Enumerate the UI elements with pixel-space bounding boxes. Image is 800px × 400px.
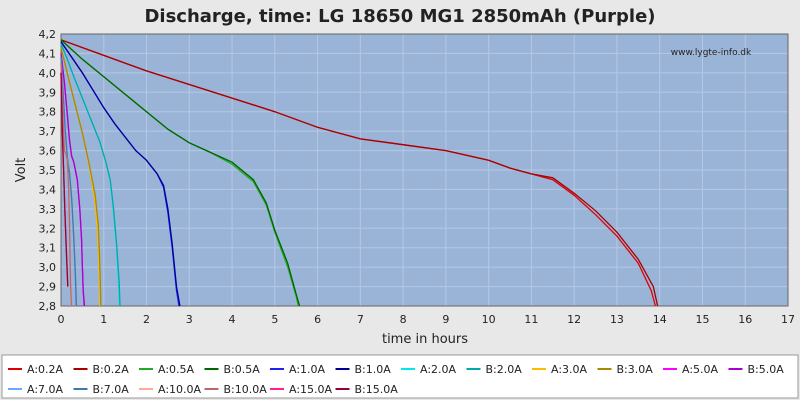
- x-tick-labels: 0 1 2 3 4 5 6 7 8 9 10 11 12 13 14 15 16 17: [58, 313, 796, 326]
- y-tick-label: 4,1: [39, 47, 57, 60]
- plot-frame: [60, 33, 789, 307]
- series-line-B:3.0A: [60, 47, 102, 307]
- x-tick-label: 15: [695, 313, 709, 326]
- legend-label: A:15.0A: [289, 383, 333, 396]
- y-tick-label: 2,8: [39, 300, 57, 313]
- x-axis-label: time in hours: [382, 332, 468, 347]
- x-tick-label: 3: [186, 313, 193, 326]
- y-tick-label: 3,8: [39, 106, 57, 119]
- x-tick-label: 14: [653, 313, 667, 326]
- series-line-B:5.0A: [60, 53, 86, 307]
- legend-label: B:3.0A: [617, 363, 654, 376]
- legend-label: B:1.0A: [355, 363, 392, 376]
- x-tick-label: 10: [482, 313, 496, 326]
- legend-label: B:7.0A: [93, 383, 130, 396]
- series-line-B:1.0A: [60, 41, 181, 307]
- x-tick-label: 16: [738, 313, 752, 326]
- y-tick-label: 3,2: [39, 222, 57, 235]
- legend-label: A:7.0A: [27, 383, 64, 396]
- y-tick-label: 4,2: [39, 28, 57, 41]
- y-tick-label: 3,1: [39, 242, 57, 255]
- series-line-B:2.0A: [60, 43, 121, 307]
- series-line-B:15.0A: [60, 72, 69, 287]
- x-tick-label: 11: [524, 313, 538, 326]
- chart-title: Discharge, time: LG 18650 MG1 2850mAh (P…: [144, 6, 655, 27]
- x-tick-label: 9: [442, 313, 449, 326]
- x-tick-label: 8: [400, 313, 407, 326]
- legend-label: B:0.2A: [93, 363, 130, 376]
- legend-label: A:3.0A: [551, 363, 588, 376]
- y-tick-label: 3,9: [39, 86, 57, 99]
- x-tick-label: 4: [229, 313, 236, 326]
- plot-area: [60, 33, 789, 307]
- x-tick-label: 2: [143, 313, 150, 326]
- x-tick-label: 0: [58, 313, 65, 326]
- series-line-B:7.0A: [60, 57, 78, 307]
- y-tick-label: 3,0: [39, 261, 57, 274]
- y-tick-label: 3,6: [39, 145, 57, 158]
- x-tick-label: 7: [357, 313, 364, 326]
- legend-label: A:5.0A: [682, 363, 719, 376]
- y-tick-label: 4,0: [39, 67, 57, 80]
- x-tick-label: 13: [610, 313, 624, 326]
- legend-label: A:1.0A: [289, 363, 326, 376]
- y-tick-label: 2,9: [39, 281, 57, 294]
- x-tick-label: 1: [100, 313, 107, 326]
- series-lines: [60, 39, 659, 307]
- legend-label: B:0.5A: [224, 363, 261, 376]
- legend-label: B:15.0A: [355, 383, 399, 396]
- series-line-B:10.0A: [60, 63, 72, 307]
- watermark-text: www.lygte-info.dk: [671, 48, 752, 58]
- series-line-B:0.5A: [60, 39, 301, 307]
- legend-label: B:2.0A: [486, 363, 523, 376]
- y-tick-label: 3,5: [39, 164, 57, 177]
- series-line-B:0.2A: [60, 39, 659, 307]
- legend-label: A:0.5A: [158, 363, 195, 376]
- x-tick-label: 6: [314, 313, 321, 326]
- legend-label: B:5.0A: [748, 363, 785, 376]
- y-tick-labels: 2,8 2,9 3,0 3,1 3,2 3,3 3,4 3,5 3,6 3,7 3,8 3,9 4,0 4…: [39, 28, 57, 313]
- x-tick-label: 17: [781, 313, 795, 326]
- legend-box: [1, 354, 799, 399]
- legend-label: B:10.0A: [224, 383, 268, 396]
- y-tick-label: 3,4: [39, 183, 57, 196]
- legend-label: A:0.2A: [27, 363, 64, 376]
- y-tick-label: 3,7: [39, 125, 57, 138]
- legend-label: A:2.0A: [420, 363, 457, 376]
- x-tick-label: 12: [567, 313, 581, 326]
- legend: A:0.2A B:0.2A A:0.5A B:0.5A A:1.0A B:1.0A A:2.…: [8, 363, 784, 396]
- y-tick-label: 3,3: [39, 203, 57, 216]
- x-tick-label: 5: [271, 313, 278, 326]
- y-axis-label: Volt: [14, 158, 29, 183]
- legend-label: A:10.0A: [158, 383, 202, 396]
